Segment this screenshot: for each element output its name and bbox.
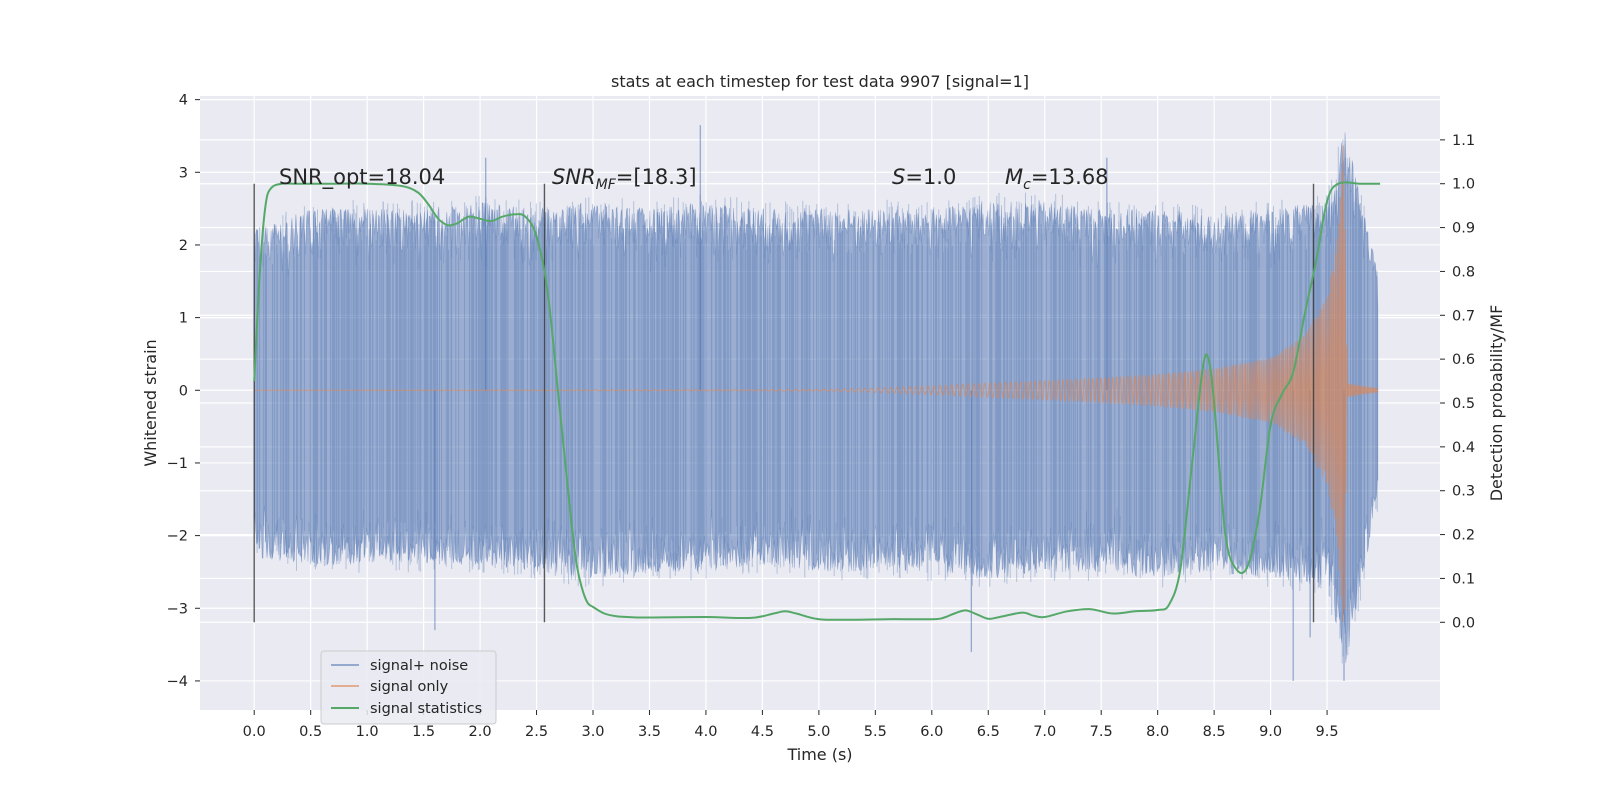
x-tick-label: 7.5 <box>1090 724 1113 740</box>
y-tick-label: −2 <box>167 529 188 545</box>
series-signal-statistics <box>253 181 1381 621</box>
snr-mf-subscript: MF <box>596 177 617 193</box>
annotation-mc: Mc=13.68 <box>1005 165 1109 193</box>
y-right-tick-label: 0.1 <box>1452 571 1475 587</box>
y-tick-label: 4 <box>179 93 188 109</box>
mc-value: =13.68 <box>1031 165 1109 189</box>
y-tick-label: 3 <box>179 165 188 181</box>
chart-title: stats at each timestep for test data 990… <box>611 72 1029 91</box>
x-tick-label: 6.0 <box>920 724 943 740</box>
x-tick-label: 5.5 <box>864 724 887 740</box>
x-tick-label: 4.5 <box>751 724 774 740</box>
legend-label-signal-plus-noise: signal+ noise <box>370 658 468 674</box>
x-tick-label: 3.5 <box>638 724 661 740</box>
x-tick-label: 7.0 <box>1033 724 1056 740</box>
y-right-tick-label: 0.5 <box>1452 396 1475 412</box>
x-axis-ticks: 0.0 0.5 1.0 1.5 2.0 2.5 3.0 3.5 4.0 4.5 5.0 5.5 6.0 6… <box>243 710 1339 740</box>
x-tick-label: 3.0 <box>581 724 604 740</box>
y-tick-label: −4 <box>167 674 188 690</box>
s-symbol: S <box>892 165 905 189</box>
noise-band <box>253 132 1379 663</box>
x-tick-label: 6.5 <box>977 724 1000 740</box>
y-right-tick-label: 1.0 <box>1452 177 1475 193</box>
x-tick-label: 0.5 <box>299 724 322 740</box>
mc-subscript: c <box>1023 177 1031 193</box>
legend-box <box>320 650 497 725</box>
annotation-snr-opt: SNR_opt=18.04 <box>279 165 445 190</box>
snr-mf-value: =[18.3] <box>616 165 697 189</box>
snr-mf-symbol: SNR <box>552 165 596 189</box>
mc-symbol: M <box>1005 165 1023 189</box>
x-tick-label: 4.0 <box>694 724 717 740</box>
y-right-tick-label: 0.7 <box>1452 308 1475 324</box>
y-tick-label: 1 <box>179 311 188 327</box>
y-right-tick-label: 0.9 <box>1452 221 1475 237</box>
y-tick-label: 0 <box>179 383 188 399</box>
y-axis-right-ticks: 0.0 0.1 0.2 0.3 0.4 0.5 0.6 0.7 0.8 0.9 1.0 1.1 <box>1440 133 1475 631</box>
series-signal-only <box>254 145 1379 623</box>
x-axis-label: Time (s) <box>786 745 852 764</box>
legend: signal+ noise signal only signal statist… <box>320 650 497 725</box>
y-tick-label: −1 <box>167 456 188 472</box>
x-tick-label: 8.0 <box>1146 724 1169 740</box>
x-tick-label: 0.0 <box>243 724 266 740</box>
legend-label-signal-only: signal only <box>370 679 449 695</box>
legend-label-signal-statistics: signal statistics <box>370 701 482 717</box>
x-tick-label: 2.0 <box>469 724 492 740</box>
x-tick-label: 9.5 <box>1316 724 1339 740</box>
y-tick-label: 2 <box>179 238 188 254</box>
y-axis-left-ticks: −4 −3 −2 −1 0 1 2 3 4 <box>167 93 200 690</box>
x-tick-label: 1.0 <box>356 724 379 740</box>
y-right-tick-label: 0.0 <box>1452 615 1475 631</box>
x-tick-label: 9.0 <box>1259 724 1282 740</box>
y-right-tick-label: 0.6 <box>1452 352 1475 368</box>
x-tick-label: 5.0 <box>807 724 830 740</box>
y-axis-left-label: Whitened strain <box>141 339 160 466</box>
annotation-s: S=1.0 <box>892 165 956 189</box>
x-tick-label: 2.5 <box>525 724 548 740</box>
y-axis-right-label: Detection probability/MF <box>1487 305 1506 502</box>
vertical-marker-lines <box>253 183 1315 623</box>
y-tick-label: −3 <box>167 601 188 617</box>
y-right-tick-label: 0.8 <box>1452 264 1475 280</box>
signal-statistics-line <box>253 181 1381 621</box>
y-right-tick-label: 1.1 <box>1452 133 1475 149</box>
y-right-tick-label: 0.3 <box>1452 484 1475 500</box>
y-right-tick-label: 0.4 <box>1452 440 1475 456</box>
annotation-snr-mf: SNRMF=[18.3] <box>552 165 697 193</box>
y-right-tick-label: 0.2 <box>1452 528 1475 544</box>
x-tick-label: 1.5 <box>412 724 435 740</box>
s-value: =1.0 <box>905 165 956 189</box>
signal-only-line <box>254 145 1379 623</box>
x-tick-label: 8.5 <box>1203 724 1226 740</box>
